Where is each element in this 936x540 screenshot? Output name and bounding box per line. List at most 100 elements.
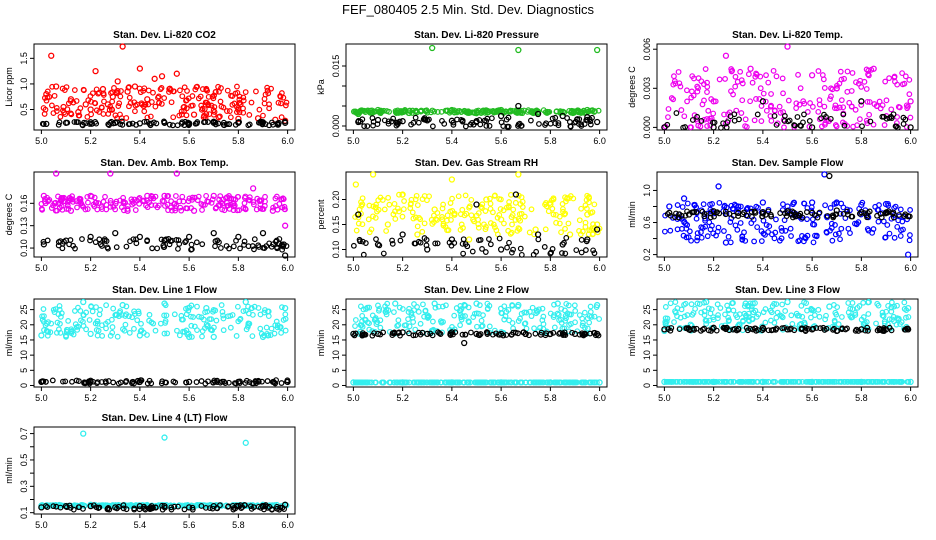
- data-point: [872, 378, 879, 385]
- data-point: [242, 206, 249, 213]
- data-point: [373, 321, 380, 327]
- data-point: [836, 104, 843, 111]
- data-point: [266, 105, 273, 112]
- data-point: [497, 379, 505, 386]
- data-point: [183, 238, 189, 244]
- data-point: [715, 312, 721, 318]
- data-point: [61, 109, 67, 116]
- data-point: [532, 330, 539, 337]
- data-point: [759, 199, 767, 206]
- data-point: [737, 220, 744, 226]
- data-point: [779, 75, 786, 82]
- data-point: [838, 378, 845, 385]
- data-point: [212, 378, 218, 385]
- data-point: [108, 316, 115, 323]
- data-point: [861, 319, 868, 326]
- data-point: [793, 105, 800, 111]
- data-point: [787, 325, 794, 332]
- data-point: [226, 245, 232, 252]
- data-point: [375, 302, 381, 309]
- data-point: [834, 82, 840, 89]
- data-point: [123, 115, 130, 121]
- data-point: [198, 378, 205, 384]
- data-point: [211, 324, 217, 331]
- data-point: [833, 85, 840, 92]
- data-point: [738, 77, 745, 84]
- data-point: [190, 314, 197, 320]
- x-tick-label: 5.8: [232, 520, 245, 530]
- data-point: [823, 325, 830, 332]
- data-point: [661, 378, 668, 385]
- y-axis-label: percent: [316, 199, 326, 230]
- data-point: [704, 233, 711, 240]
- data-point: [573, 247, 580, 254]
- data-point: [710, 124, 717, 131]
- data-point: [880, 113, 887, 120]
- x-tick-label: 5.8: [855, 263, 868, 273]
- data-point: [412, 196, 419, 203]
- data-point: [248, 305, 255, 311]
- x-tick-label: 5.0: [658, 136, 671, 146]
- data-point: [732, 222, 739, 229]
- data-point: [832, 222, 838, 228]
- data-point: [581, 309, 588, 316]
- x-tick-label: 5.6: [495, 263, 508, 273]
- y-tick-label: 10: [642, 350, 652, 360]
- data-point: [161, 300, 168, 307]
- data-point: [405, 309, 412, 315]
- data-point: [492, 192, 498, 199]
- data-point: [152, 327, 159, 334]
- data-point: [584, 211, 591, 218]
- data-point: [246, 379, 253, 386]
- data-point: [591, 201, 598, 208]
- data-point: [497, 246, 505, 253]
- data-point: [439, 303, 446, 310]
- data-point: [396, 118, 403, 125]
- y-tick-label: 0: [331, 383, 341, 388]
- y-axis-label: Licor ppm: [4, 67, 14, 107]
- data-point: [364, 123, 371, 129]
- data-point: [104, 244, 111, 251]
- data-point: [716, 76, 723, 83]
- data-point: [754, 224, 761, 231]
- data-point: [360, 251, 367, 258]
- data-point: [710, 208, 717, 215]
- x-tick-label: 5.6: [183, 263, 196, 273]
- x-tick-label: 5.8: [544, 263, 557, 273]
- data-point: [572, 319, 578, 326]
- data-point: [122, 321, 129, 328]
- x-tick-label: 6.0: [904, 136, 917, 146]
- data-point: [71, 119, 78, 125]
- data-point: [547, 120, 554, 127]
- data-point: [889, 316, 895, 323]
- data-point: [865, 71, 871, 78]
- data-point: [87, 93, 94, 99]
- data-point: [854, 304, 861, 311]
- data-point: [496, 235, 503, 242]
- data-point: [454, 379, 461, 386]
- data-point: [512, 191, 520, 198]
- y-axis-label: kPa: [316, 79, 326, 95]
- data-point: [136, 233, 144, 241]
- data-point: [73, 324, 80, 330]
- data-point: [767, 103, 774, 110]
- data-point: [534, 110, 542, 118]
- data-point: [162, 318, 169, 324]
- data-point: [217, 202, 223, 209]
- data-point: [695, 75, 702, 82]
- data-point: [540, 379, 546, 386]
- data-point: [487, 241, 494, 248]
- data-point: [187, 313, 194, 320]
- data-point: [530, 251, 537, 258]
- y-tick-label: 15: [331, 335, 341, 345]
- data-point: [161, 237, 168, 244]
- data-point: [75, 378, 82, 384]
- data-point: [874, 103, 880, 110]
- data-point: [189, 194, 196, 201]
- data-point: [266, 101, 273, 108]
- data-point: [788, 233, 794, 239]
- data-point: [532, 226, 539, 233]
- data-point: [373, 201, 379, 208]
- x-tick-label: 5.2: [707, 136, 720, 146]
